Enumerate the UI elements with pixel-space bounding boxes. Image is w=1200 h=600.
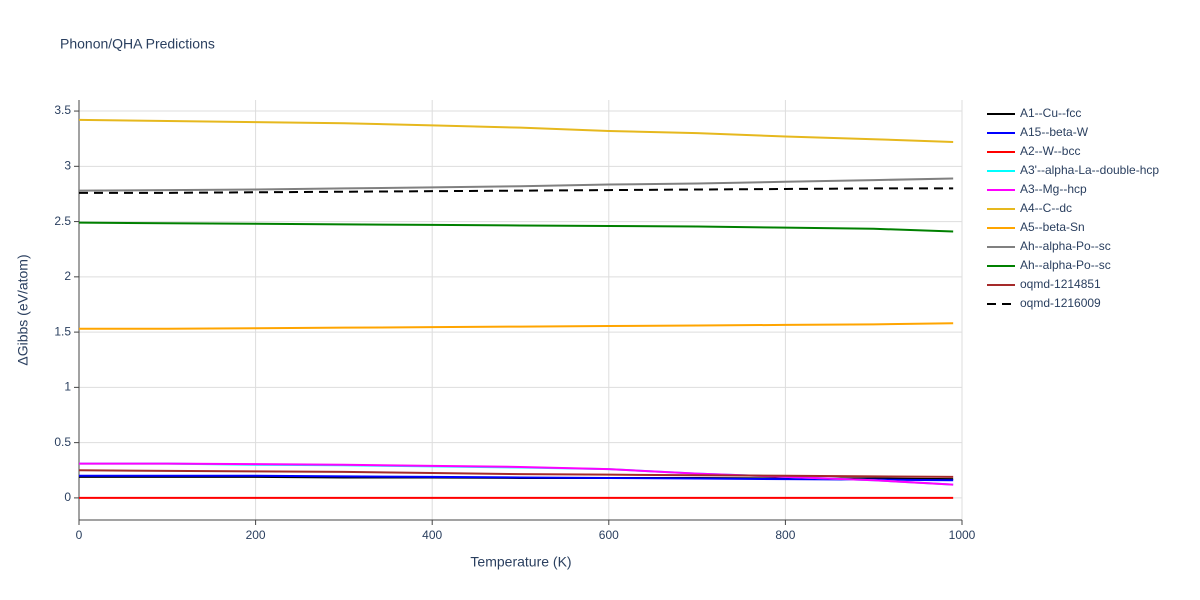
x-tick-label: 600 [599, 528, 619, 542]
legend-label: A5--beta-Sn [1020, 220, 1085, 234]
series-line [79, 474, 954, 482]
legend-label: A3--Mg--hcp [1020, 182, 1087, 196]
x-tick-label: 200 [246, 528, 266, 542]
legend-label: Ah--alpha-Po--sc [1020, 239, 1111, 253]
x-tick-label: 800 [775, 528, 795, 542]
series-line [78, 177, 954, 192]
y-tick-label: 2 [64, 269, 71, 283]
y-tick-label: 3 [64, 158, 71, 172]
chart-title: Phonon/QHA Predictions [60, 36, 215, 52]
legend-label: A3'--alpha-La--double-hcp [1020, 163, 1159, 177]
y-tick-label: 0.5 [54, 435, 71, 449]
legend-label: A2--W--bcc [1020, 144, 1080, 158]
x-tick-label: 0 [76, 528, 83, 542]
x-axis-title: Temperature (K) [470, 554, 571, 570]
legend-label: Ah--alpha-Po--sc [1020, 258, 1111, 272]
legend-label: A15--beta-W [1020, 125, 1089, 139]
y-tick-label: 2.5 [54, 214, 71, 228]
series-line [79, 462, 954, 486]
y-tick-label: 1 [64, 380, 71, 394]
series-line [78, 118, 954, 143]
y-tick-label: 0 [64, 490, 71, 504]
y-tick-label: 3.5 [54, 103, 71, 117]
series-line [79, 322, 954, 330]
series-line [78, 221, 954, 233]
y-axis-title: ΔGibbs (eV/atom) [15, 254, 31, 365]
legend-label: A4--C--dc [1020, 201, 1072, 215]
legend-label: A1--Cu--fcc [1020, 106, 1081, 120]
x-tick-label: 1000 [949, 528, 976, 542]
series-line [79, 187, 954, 194]
legend-label: oqmd-1214851 [1020, 277, 1101, 291]
legend-label: oqmd-1216009 [1020, 296, 1101, 310]
y-tick-label: 1.5 [54, 324, 71, 338]
series-line [78, 469, 954, 478]
x-tick-label: 400 [422, 528, 442, 542]
